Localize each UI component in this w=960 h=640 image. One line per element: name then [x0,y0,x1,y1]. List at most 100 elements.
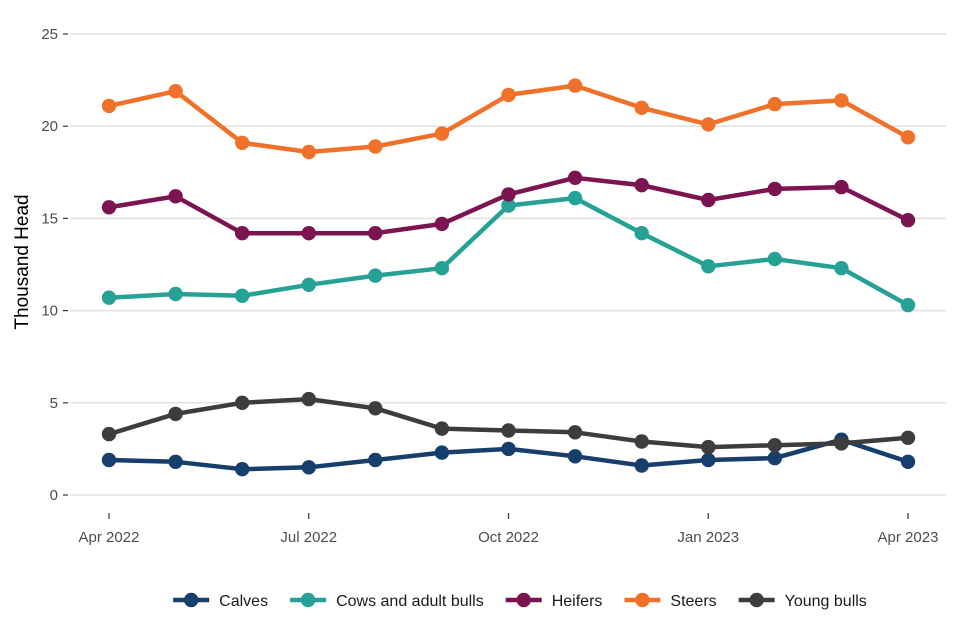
data-point-young-bulls [567,425,583,440]
data-point-calves [501,441,516,457]
data-point-steers [101,98,117,114]
data-point-young-bulls [634,434,649,449]
data-point-heifers [900,213,916,228]
data-point-steers [701,117,716,132]
series-young-bulls [101,391,916,455]
data-point-young-bulls [501,423,516,438]
legend: Calves Cows and adult bulls Heifers Steers Y… [173,592,867,610]
data-point-steers [767,96,782,112]
y-tick-label: 0 [50,487,58,504]
data-point-steers [168,84,183,99]
data-point-steers [235,135,250,150]
data-point-young-bulls [168,406,183,422]
data-point-cows-and-adult-bulls [634,226,649,241]
data-point-young-bulls [235,395,250,410]
data-point-heifers [434,216,450,232]
legend-label: Steers [670,593,716,610]
data-point-heifers [301,226,316,241]
data-point-young-bulls [767,438,782,453]
data-point-cows-and-adult-bulls [168,286,183,302]
data-point-calves [767,450,782,466]
data-point-heifers [501,187,516,202]
y-axis-title: Thousand Head [12,194,33,329]
legend-item-young-bulls: Young bulls [738,592,867,610]
data-point-calves [567,449,583,464]
legend-item-cows-and-adult-bulls: Cows and adult bulls [290,592,484,610]
legend-item-heifers: Heifers [505,592,603,610]
series-line-young-bulls [106,396,911,450]
data-point-cows-and-adult-bulls [101,290,117,305]
data-point-cows-and-adult-bulls [900,297,916,313]
data-point-heifers [834,179,849,195]
y-tick-label: 25 [41,26,58,43]
data-point-cows-and-adult-bulls [434,261,450,276]
data-point-heifers [235,226,250,241]
data-point-calves [434,445,450,460]
data-point-heifers [168,189,183,204]
data-point-steers [501,87,516,103]
data-point-heifers [701,192,716,208]
y-tick-label: 15 [41,210,58,227]
data-point-steers [567,78,583,93]
data-point-calves [701,452,716,468]
data-point-heifers [567,170,583,185]
data-point-young-bulls [701,439,716,455]
series-line-cows-and-adult-bulls [106,195,911,308]
x-tick-label: Oct 2022 [478,529,539,546]
data-point-steers [368,139,383,154]
legend-key-point [749,592,764,608]
data-point-young-bulls [834,436,849,451]
data-point-heifers [634,178,649,193]
series-cows-and-adult-bulls [101,190,916,313]
series-heifers [101,170,916,241]
data-point-calves [168,454,183,469]
data-point-heifers [368,226,383,241]
y-tick-label: 10 [41,303,58,320]
data-point-cows-and-adult-bulls [301,277,316,292]
legend-label: Cows and adult bulls [336,593,484,610]
y-axis: 0 5 10 15 20 25 [41,26,68,504]
data-point-cows-and-adult-bulls [567,190,583,206]
data-point-young-bulls [368,401,383,416]
data-point-steers [301,144,316,160]
data-point-cows-and-adult-bulls [235,288,250,303]
data-point-young-bulls [101,426,117,442]
data-point-young-bulls [434,421,450,436]
data-point-calves [301,460,316,475]
y-tick-label: 5 [50,395,58,412]
data-point-cows-and-adult-bulls [834,261,849,276]
data-point-steers [634,100,649,116]
data-point-calves [235,462,250,477]
data-point-steers [900,130,916,145]
x-tick-label: Apr 2023 [878,529,939,546]
data-point-heifers [101,200,117,215]
data-point-cows-and-adult-bulls [368,268,383,283]
data-point-steers [834,93,849,108]
data-point-cows-and-adult-bulls [767,251,782,267]
data-point-young-bulls [301,391,316,407]
data-point-calves [368,452,383,468]
data-point-heifers [767,181,782,197]
legend-key-point [516,592,531,608]
legend-key-point [300,592,316,608]
data-point-calves [900,454,916,469]
x-tick-label: Apr 2022 [79,529,140,546]
series-calves [101,432,916,477]
x-tick-label: Jan 2023 [677,529,739,546]
legend-key-point [635,592,650,608]
legend-label: Heifers [552,593,603,610]
legend-label: Young bulls [785,593,867,610]
y-tick-label: 20 [41,118,58,135]
data-point-young-bulls [900,430,916,445]
data-point-calves [101,452,117,468]
legend-item-calves: Calves [173,592,268,610]
legend-item-steers: Steers [624,592,717,610]
data-point-cows-and-adult-bulls [701,259,716,274]
series-layer [101,78,916,477]
data-point-calves [634,458,649,473]
x-tick-label: Jul 2022 [280,529,337,546]
series-steers [101,78,916,160]
data-point-cows-and-adult-bulls [501,198,516,213]
legend-key-point [183,592,199,608]
